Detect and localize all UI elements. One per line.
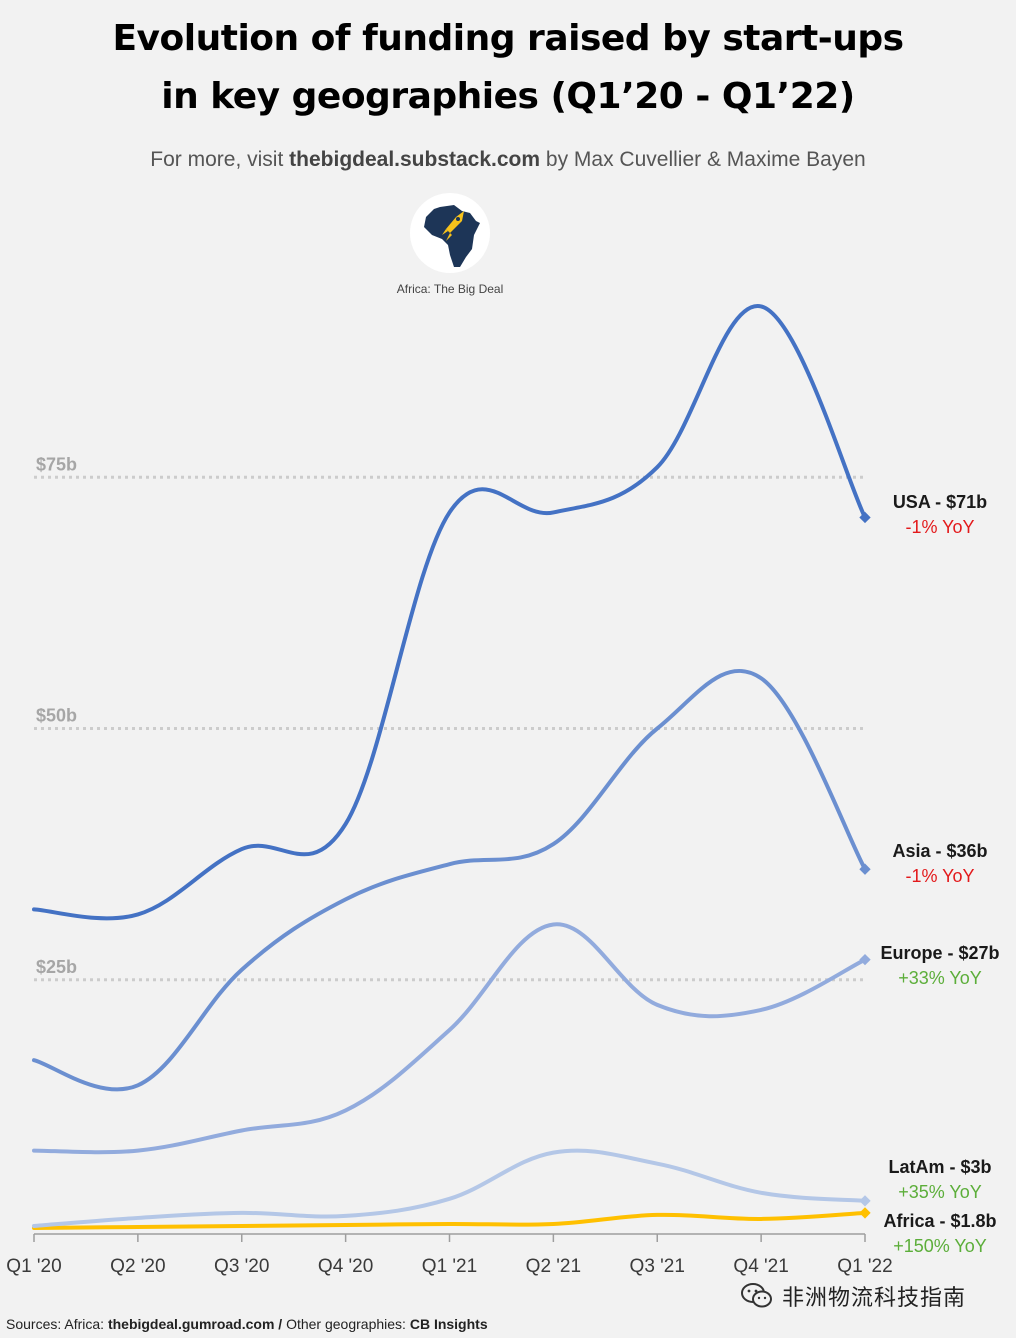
wechat-icon [741, 1283, 772, 1308]
series-end-marker-asia [859, 863, 871, 875]
series-yoy-label-latam: +35% YoY [898, 1182, 982, 1202]
x-tick-label: Q2 '21 [526, 1256, 581, 1277]
gridlines: $25b $50b $75b [34, 454, 865, 982]
watermark: 非洲物流科技指南 [740, 1281, 966, 1311]
x-tick-label: Q4 '20 [318, 1256, 373, 1277]
footer-separator: / [274, 1316, 287, 1332]
series-name-label-asia: Asia - $36b [892, 841, 987, 861]
series-name-label-africa: Africa - $1.8b [883, 1211, 996, 1231]
subtitle-site-link[interactable]: thebigdeal.substack.com [289, 148, 541, 171]
subtitle-suffix: by Max Cuvellier & Maxime Bayen [540, 148, 866, 171]
series-end-marker-latam [859, 1195, 871, 1207]
series-lines [32, 304, 871, 1230]
footer-prefix: Sources: Africa: [6, 1316, 108, 1332]
footer-other-source: CB Insights [409, 1316, 488, 1332]
series-line-africa [32, 1210, 867, 1230]
sources-footer: Sources: Africa: thebigdeal.gumroad.com … [6, 1316, 488, 1332]
series-line-asia [32, 669, 867, 1092]
series-yoy-label-europe: +33% YoY [898, 968, 982, 988]
y-tick-label: $50b [36, 706, 77, 726]
series-yoy-label-africa: +150% YoY [893, 1236, 987, 1256]
x-tick-label: Q1 '20 [6, 1256, 61, 1277]
series-name-label-europe: Europe - $27b [880, 943, 999, 963]
x-tick-label: Q4 '21 [733, 1256, 788, 1277]
series-line-usa [32, 304, 867, 921]
africa-rocket-logo-icon [410, 193, 490, 273]
series-labels: Africa - $1.8b +150% YoY LatAm - $3b +35% Y… [880, 492, 999, 1256]
series-end-marker-usa [859, 511, 871, 524]
series-end-marker-africa [859, 1207, 871, 1219]
funding-line-chart: $25b $50b $75b Africa - $1.8b +150% YoY LatA… [6, 304, 1000, 1277]
title-line-2: in key geographies (Q1’20 - Q1’22) [161, 76, 855, 117]
series-name-label-usa: USA - $71b [893, 492, 987, 512]
x-tick-label: Q2 '20 [110, 1256, 165, 1277]
footer-other-prefix: Other geographies: [286, 1316, 410, 1332]
x-tick-label: Q3 '20 [214, 1256, 269, 1277]
subtitle-prefix: For more, visit [150, 148, 290, 171]
x-tick-label: Q3 '21 [630, 1256, 685, 1277]
chart-subtitle: For more, visit thebigdeal.substack.com … [0, 148, 1016, 172]
series-name-label-latam: LatAm - $3b [888, 1157, 991, 1177]
series-yoy-label-asia: -1% YoY [905, 866, 974, 886]
logo-caption: Africa: The Big Deal [396, 282, 504, 296]
footer-africa-source[interactable]: thebigdeal.gumroad.com [107, 1316, 275, 1332]
series-line-latam [32, 1148, 867, 1228]
x-axis: Q1 '20 Q2 '20 Q3 '20 Q4 '20 Q1 '21 Q2 '21 Q3 '… [6, 1233, 893, 1277]
y-tick-label: $75b [36, 454, 77, 474]
series-end-marker-europe [859, 953, 871, 966]
series-yoy-label-usa: -1% YoY [905, 517, 974, 537]
y-tick-label: $25b [36, 957, 77, 977]
chart-title: Evolution of funding raised by start-ups… [0, 10, 1016, 126]
x-tick-label: Q1 '21 [422, 1256, 477, 1277]
x-tick-label: Q1 '22 [837, 1256, 892, 1277]
watermark-text: 非洲物流科技指南 [782, 1285, 967, 1310]
title-line-1: Evolution of funding raised by start-ups [112, 18, 904, 59]
series-line-europe [32, 922, 867, 1155]
